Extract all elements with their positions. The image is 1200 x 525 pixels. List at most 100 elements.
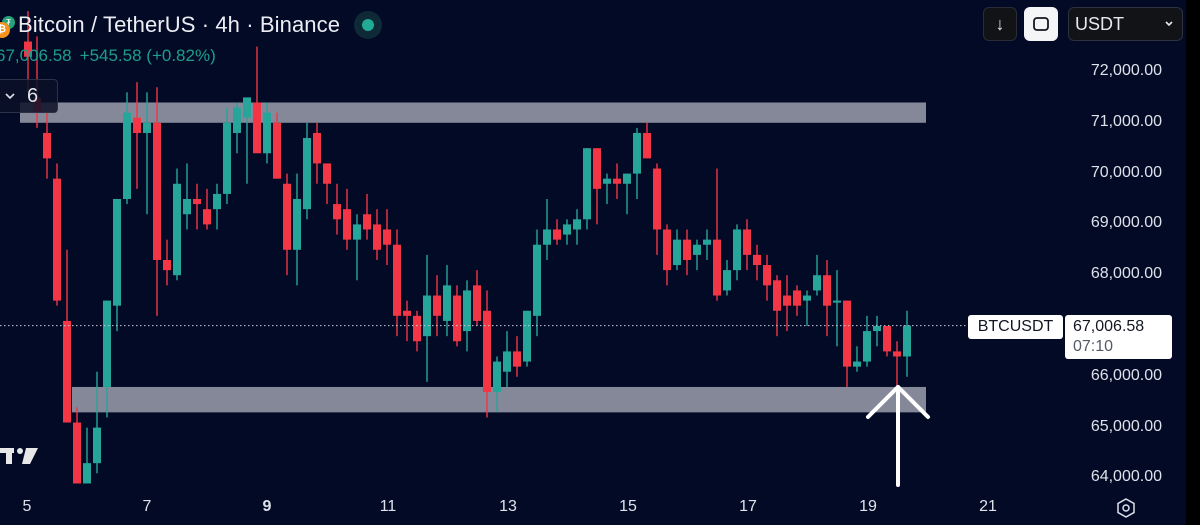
bullish-candle (623, 173, 631, 184)
bearish-candle (363, 214, 371, 230)
bearish-candle (883, 326, 891, 352)
screen-edge (1186, 0, 1200, 525)
bearish-candle (823, 275, 831, 306)
bullish-candle (903, 325, 911, 357)
chart-header: ₮ ₿ Bitcoin / TetherUS · 4h · Binance (0, 8, 383, 42)
bullish-candle (183, 199, 191, 215)
bullish-candle (293, 199, 301, 250)
symbol-title[interactable]: Bitcoin / TetherUS · 4h · Binance (18, 12, 341, 37)
date-tick-label: 7 (142, 498, 152, 515)
bullish-candle (173, 183, 181, 276)
bullish-candle (703, 239, 711, 245)
date-tick-label: 13 (499, 498, 517, 515)
bearish-candle (473, 285, 481, 321)
fullscreen-button[interactable] (1024, 7, 1058, 41)
bearish-candle (273, 122, 281, 179)
bearish-candle (193, 199, 201, 205)
date-tick-label: 17 (739, 498, 757, 515)
bullish-candle (633, 132, 641, 174)
bearish-candle (24, 41, 32, 57)
bearish-candle (203, 209, 211, 225)
bearish-candle (373, 224, 381, 250)
bearish-candle (743, 229, 751, 255)
bar-countdown: 07:10 (1073, 338, 1114, 355)
tradingview-logo[interactable] (0, 444, 40, 466)
bullish-candle (543, 229, 551, 245)
price-tick-label: 68,000.00 (1090, 265, 1162, 283)
bearish-candle (483, 310, 491, 393)
price-tick-label: 71,000.00 (1090, 112, 1162, 130)
bearish-candle (413, 315, 421, 342)
bearish-candle (763, 265, 771, 286)
bearish-candle (713, 239, 721, 296)
indicator-count: 6 (27, 84, 39, 107)
bullish-candle (813, 275, 821, 291)
bullish-candle (503, 351, 511, 372)
bullish-candle (673, 239, 681, 266)
price-tick-label: 66,000.00 (1090, 366, 1162, 384)
currency-select[interactable]: USDT (1068, 7, 1183, 41)
bearish-candle (553, 229, 561, 240)
bullish-candle (143, 122, 151, 133)
bullish-candle (83, 463, 91, 484)
bearish-candle (433, 295, 441, 316)
date-tick-label: 11 (379, 498, 397, 515)
bullish-candle (733, 229, 741, 271)
bullish-candle (803, 295, 811, 301)
bearish-candle (663, 229, 671, 271)
bearish-candle (773, 280, 781, 311)
bullish-candle (863, 331, 871, 362)
bullish-candle (93, 427, 101, 464)
bearish-candle (593, 148, 601, 189)
fullscreen-icon (1033, 17, 1049, 31)
bearish-candle (63, 320, 71, 423)
chevron-down-icon (1165, 21, 1173, 27)
bullish-candle (523, 310, 531, 362)
indicators-toggle[interactable]: 6 (0, 79, 58, 113)
last-price-label: 67,006.58 07:10 (1065, 315, 1172, 359)
bullish-candle (463, 290, 471, 332)
bullish-candle (263, 112, 271, 154)
bearish-candle (753, 254, 761, 266)
price-change: +545.58 (+0.82%) (79, 46, 216, 65)
bullish-candle (213, 193, 221, 210)
last-price-value: 67,006.58 (1073, 318, 1145, 335)
bearish-candle (163, 259, 171, 271)
bearish-candle (343, 209, 351, 240)
bearish-candle (283, 183, 291, 250)
arrow-head (866, 384, 930, 419)
last-price: 67,006.58 (0, 46, 72, 65)
date-tick-label: 21 (979, 498, 997, 515)
btc-coin-icon: ₿ (0, 22, 10, 38)
bullish-candle (443, 285, 451, 321)
bullish-candle (873, 326, 881, 332)
bullish-candle (223, 122, 231, 194)
bullish-candle (353, 224, 361, 240)
bearish-candle (513, 351, 521, 367)
bearish-candle (783, 295, 791, 306)
bullish-candle (243, 97, 251, 118)
price-tick-label: 65,000.00 (1090, 417, 1162, 435)
bearish-candle (253, 102, 261, 154)
settings-icon[interactable] (1115, 497, 1137, 519)
bullish-candle (723, 270, 731, 291)
market-status-icon[interactable] (354, 11, 383, 39)
price-tick-label: 69,000.00 (1090, 214, 1162, 232)
bearish-candle (133, 117, 141, 133)
bullish-candle (233, 107, 241, 133)
bullish-candle (603, 178, 611, 184)
resistance-zone (20, 102, 926, 123)
bullish-candle (103, 300, 111, 387)
chevron-down-icon (5, 93, 15, 100)
bearish-candle (313, 132, 321, 164)
bearish-candle (613, 178, 621, 184)
pair-icons: ₮ ₿ (0, 10, 16, 40)
download-button[interactable]: ↓ (983, 7, 1017, 41)
bullish-candle (833, 300, 841, 303)
bullish-candle (493, 361, 501, 393)
bullish-candle (533, 244, 541, 316)
symbol-label: BTCUSDT (968, 315, 1063, 339)
price-tick-label: 70,000.00 (1090, 163, 1162, 181)
bearish-candle (653, 168, 661, 230)
